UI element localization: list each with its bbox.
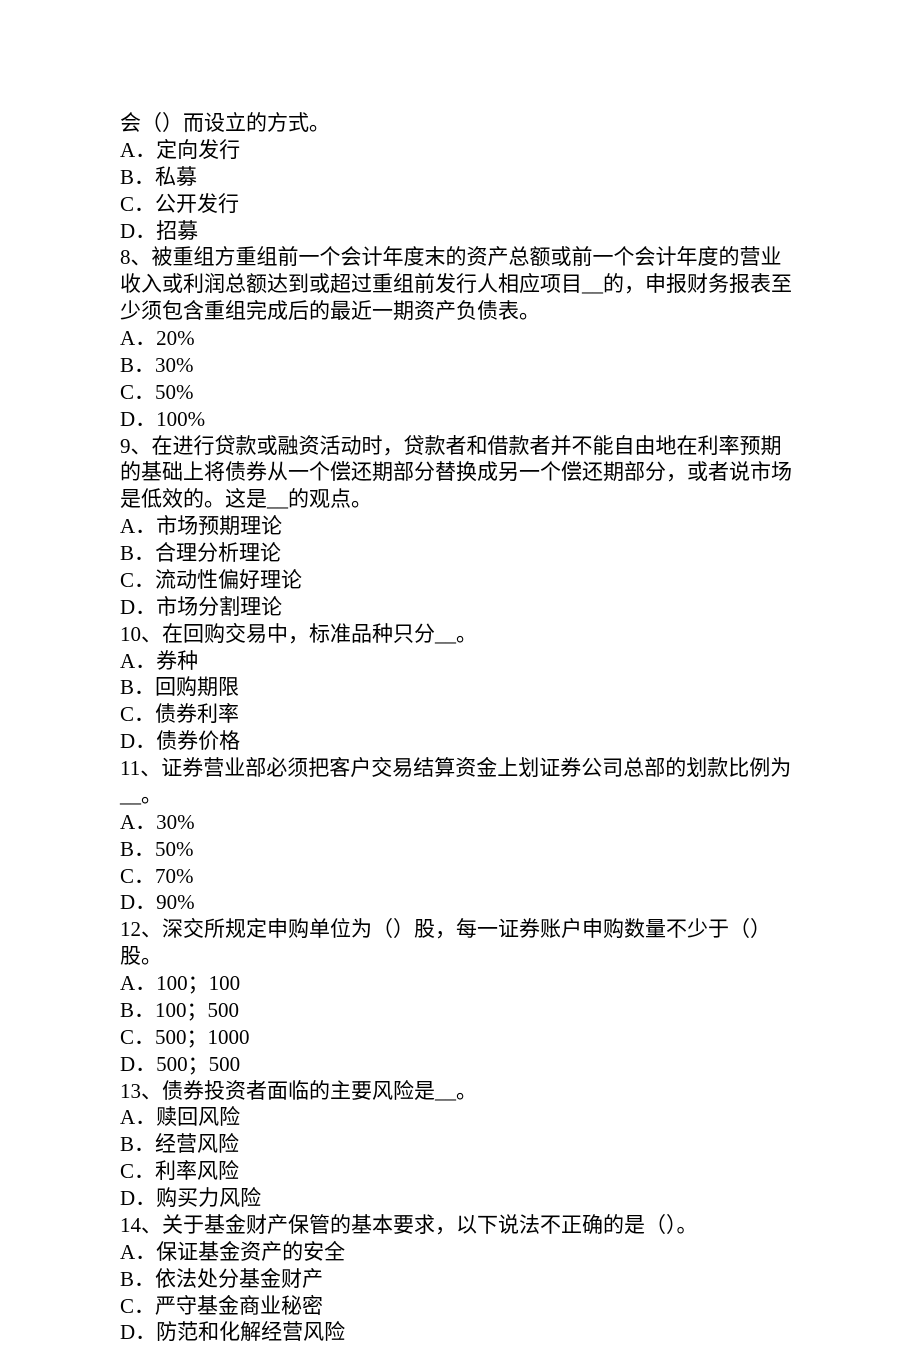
option-a: A．保证基金资产的安全	[120, 1239, 800, 1266]
option-b: B．经营风险	[120, 1131, 800, 1158]
question-10: 10、在回购交易中，标准品种只分__。	[120, 621, 800, 648]
question-13: 13、债券投资者面临的主要风险是__。	[120, 1078, 800, 1105]
option-a: A．20%	[120, 325, 800, 352]
option-a: A．券种	[120, 648, 800, 675]
option-b: B．私募	[120, 164, 800, 191]
option-d: D．防范和化解经营风险	[120, 1319, 800, 1346]
option-c: C．利率风险	[120, 1158, 800, 1185]
option-c: C．流动性偏好理论	[120, 567, 800, 594]
option-a: A．市场预期理论	[120, 513, 800, 540]
option-d: D．购买力风险	[120, 1185, 800, 1212]
option-d: D．招募	[120, 218, 800, 245]
option-a: A．赎回风险	[120, 1104, 800, 1131]
option-a: A．100；100	[120, 970, 800, 997]
question-9: 9、在进行贷款或融资活动时，贷款者和借款者并不能自由地在利率预期的基础上将债券从…	[120, 433, 800, 514]
option-a: A．30%	[120, 809, 800, 836]
option-b: B．依法处分基金财产	[120, 1266, 800, 1293]
option-c: C．严守基金商业秘密	[120, 1293, 800, 1320]
option-c: C．70%	[120, 863, 800, 890]
option-c: C．500；1000	[120, 1024, 800, 1051]
option-b: B．100；500	[120, 997, 800, 1024]
option-b: B．50%	[120, 836, 800, 863]
option-c: C．债券利率	[120, 701, 800, 728]
option-c: C．50%	[120, 379, 800, 406]
option-b: B．30%	[120, 352, 800, 379]
document-content: 会（）而设立的方式。 A．定向发行 B．私募 C．公开发行 D．招募 8、被重组…	[120, 110, 800, 1346]
option-d: D．100%	[120, 406, 800, 433]
option-d: D．市场分割理论	[120, 594, 800, 621]
option-b: B．回购期限	[120, 674, 800, 701]
option-c: C．公开发行	[120, 191, 800, 218]
question-12: 12、深交所规定申购单位为（）股，每一证券账户申购数量不少于（）股。	[120, 916, 800, 970]
option-b: B．合理分析理论	[120, 540, 800, 567]
option-d: D．90%	[120, 889, 800, 916]
question-14: 14、关于基金财产保管的基本要求，以下说法不正确的是（）。	[120, 1212, 800, 1239]
option-d: D．500；500	[120, 1051, 800, 1078]
option-d: D．债券价格	[120, 728, 800, 755]
question-11: 11、证券营业部必须把客户交易结算资金上划证券公司总部的划款比例为__。	[120, 755, 800, 809]
option-a: A．定向发行	[120, 137, 800, 164]
question-8: 8、被重组方重组前一个会计年度末的资产总额或前一个会计年度的营业收入或利润总额达…	[120, 244, 800, 325]
question-fragment: 会（）而设立的方式。	[120, 110, 800, 137]
